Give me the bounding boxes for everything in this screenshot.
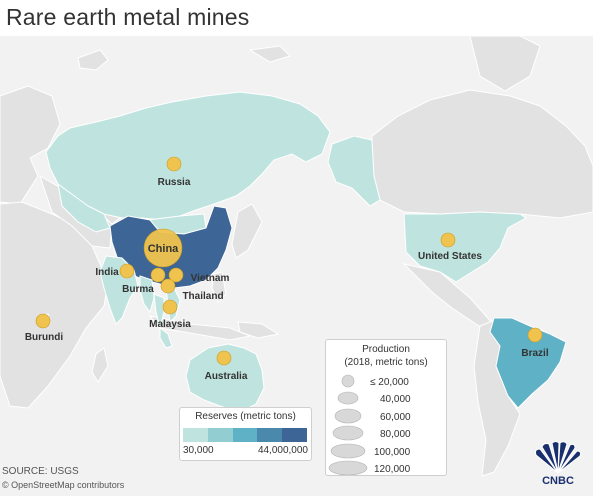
reserves-legend-title: Reserves (metric tons) — [195, 411, 296, 422]
burundi-label: Burundi — [25, 332, 64, 343]
size-swatch-120000 — [328, 460, 368, 475]
size-swatch-100000 — [330, 443, 366, 459]
india-label: India — [95, 267, 119, 278]
reserves-swatch-2 — [207, 428, 233, 442]
thailand-shape — [153, 293, 165, 329]
greenland-land — [469, 36, 541, 92]
size-swatch-60000 — [334, 408, 362, 424]
china-production-bubble[interactable] — [143, 228, 183, 268]
production-legend-title: Production (2018, metric tons) — [326, 343, 446, 369]
new-guinea-land — [237, 321, 280, 339]
mine-bubbles — [35, 156, 543, 366]
russia-shape — [45, 91, 331, 221]
philippines-land — [211, 271, 227, 303]
thailand-label: Thailand — [182, 291, 223, 302]
arctic-islands-land — [77, 49, 109, 71]
united-states-production-bubble[interactable] — [440, 232, 456, 248]
burma-shape — [139, 275, 155, 314]
source-note: SOURCE: USGS — [2, 466, 79, 477]
country-labels: China Russia United States Brazil Austra… — [25, 177, 549, 382]
alaska-shape — [327, 135, 381, 207]
africa-land — [0, 201, 109, 409]
production-legend: Production (2018, metric tons) ≤ 20,000 … — [325, 339, 447, 476]
malaysia-shape — [159, 327, 173, 349]
vietnam-label: Vietnam — [191, 273, 230, 284]
thailand-production-bubble[interactable] — [160, 278, 176, 294]
burundi-production-bubble[interactable] — [35, 313, 51, 329]
vietnam-production-bubble[interactable] — [168, 267, 184, 283]
cnbc-logo: CNBC — [528, 441, 588, 496]
australia-label: Australia — [205, 371, 248, 382]
burma-production-bubble[interactable] — [150, 267, 166, 283]
brazil-label: Brazil — [521, 348, 548, 359]
size-swatch-80000 — [332, 425, 364, 441]
australia-production-bubble[interactable] — [216, 350, 232, 366]
madagascar-land — [91, 347, 109, 383]
brazil-production-bubble[interactable] — [527, 327, 543, 343]
russia-label: Russia — [158, 177, 191, 188]
brazil-shape — [489, 317, 567, 409]
reserves-color-scale — [183, 428, 307, 442]
indonesia-land — [148, 315, 252, 341]
india-production-bubble[interactable] — [119, 263, 135, 279]
reserves-swatch-1 — [183, 428, 208, 442]
reserves-legend: Reserves (metric tons) 30,000 44,000,000 — [179, 407, 312, 461]
cnbc-logo-text: CNBC — [542, 475, 574, 487]
production-legend-title-line2: (2018, metric tons) — [344, 357, 428, 368]
kazakhstan-shape — [57, 182, 111, 233]
malaysia-production-bubble[interactable] — [162, 299, 178, 315]
russia-production-bubble[interactable] — [166, 156, 182, 172]
united-states-shape — [403, 211, 527, 283]
china-label: China — [148, 243, 179, 255]
reserves-swatch-3 — [232, 428, 258, 442]
united-states-label: United States — [418, 251, 482, 262]
size-swatch-20000 — [341, 374, 355, 388]
size-label-100000: 100,000 — [374, 447, 411, 458]
production-size-scale: ≤ 20,000 40,000 60,000 80,000 100,000 12… — [328, 374, 411, 475]
map-title: Rare earth metal mines — [6, 4, 250, 30]
size-label-20000: ≤ 20,000 — [370, 377, 409, 388]
size-label-60000: 60,000 — [380, 412, 411, 423]
reserves-min-label: 30,000 — [183, 445, 214, 456]
reserves-max-label: 44,000,000 — [257, 445, 308, 456]
size-label-40000: 40,000 — [380, 394, 411, 405]
world-map[interactable]: China Russia United States Brazil Austra… — [0, 36, 593, 496]
reserves-swatch-4 — [257, 428, 283, 442]
size-swatch-40000 — [337, 391, 359, 405]
map-credit: © OpenStreetMap contributors — [2, 480, 125, 490]
size-label-120000: 120,000 — [374, 464, 411, 475]
australia-shape — [185, 343, 265, 413]
burma-label: Burma — [122, 284, 154, 295]
production-legend-title-line1: Production — [362, 344, 410, 355]
arctic-islands-land-2 — [248, 45, 291, 63]
reserves-swatch-5 — [282, 428, 307, 442]
peacock-icon — [535, 441, 582, 474]
size-label-80000: 80,000 — [380, 429, 411, 440]
malaysia-label: Malaysia — [149, 319, 191, 330]
japan-land — [231, 203, 263, 259]
map-canvas: China Russia United States Brazil Austra… — [0, 36, 593, 496]
